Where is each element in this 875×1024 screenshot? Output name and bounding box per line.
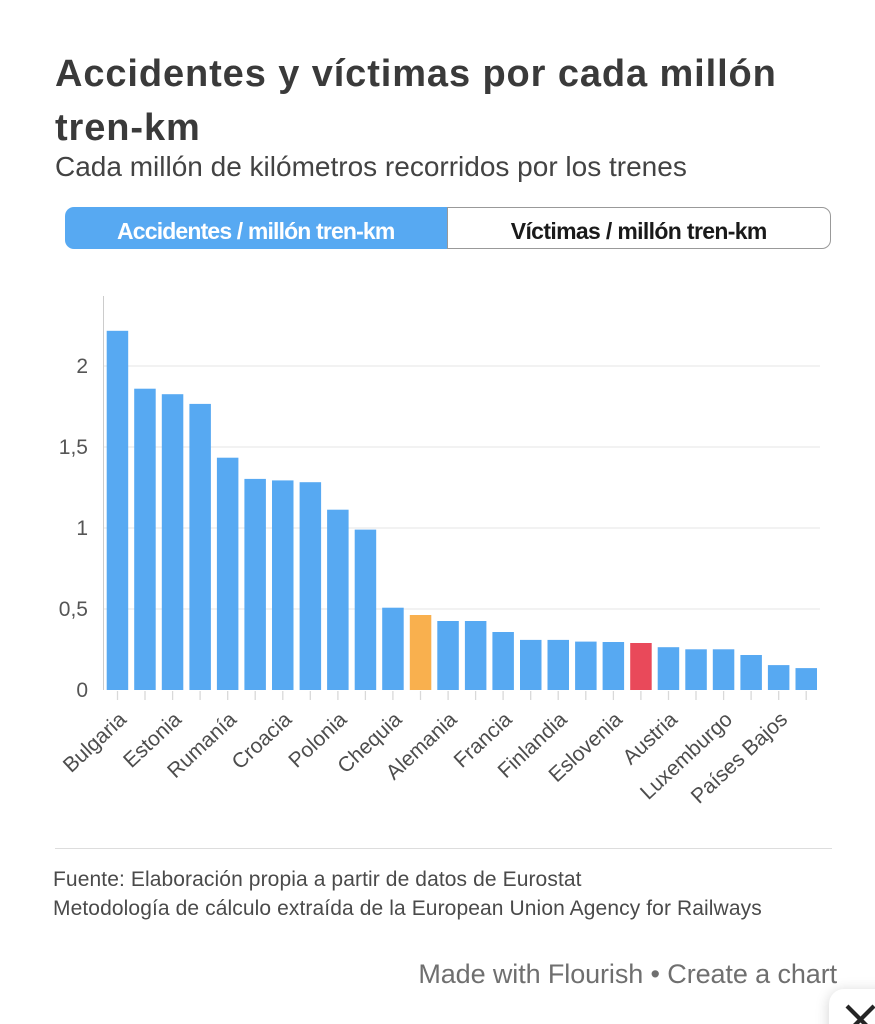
svg-text:Países Bajos: Países Bajos	[687, 708, 792, 808]
svg-text:1: 1	[76, 517, 88, 540]
svg-text:0: 0	[76, 679, 88, 702]
svg-text:Croacia: Croacia	[228, 708, 297, 774]
svg-text:1,5: 1,5	[59, 436, 88, 459]
svg-text:0,5: 0,5	[59, 598, 88, 621]
svg-text:Bulgaria: Bulgaria	[59, 708, 131, 778]
svg-text:2: 2	[76, 355, 88, 378]
